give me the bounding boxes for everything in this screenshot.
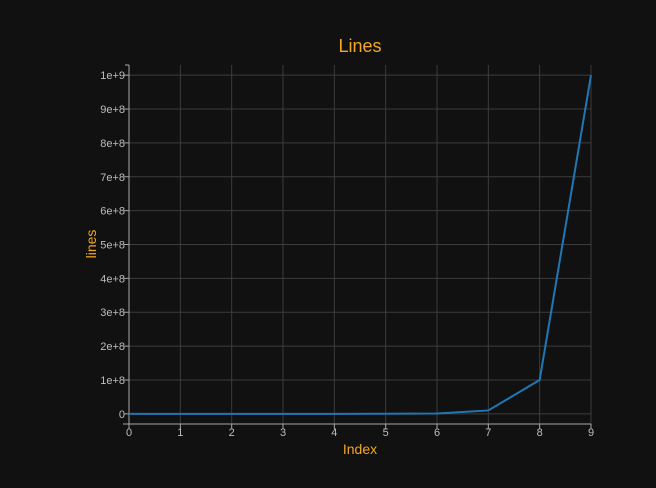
y-tick-label: 9e+8: [100, 104, 125, 116]
x-tick-label: 1: [177, 427, 183, 439]
y-tick-label: 0: [119, 409, 125, 421]
y-tick-label: 3e+8: [100, 307, 125, 319]
x-tick-label: 0: [126, 427, 132, 439]
series-line: [129, 74, 592, 415]
x-axis-label: Index: [343, 441, 377, 457]
x-tick-label: 4: [331, 427, 337, 439]
x-tick-label: 7: [485, 427, 491, 439]
x-tick-label: 5: [383, 427, 389, 439]
chart-title: Lines: [338, 36, 381, 56]
y-tick-label: 7e+8: [100, 172, 125, 184]
grid: [128, 65, 592, 424]
x-axis-ticks: 0 1 2 3 4 5 6 7 8 9: [126, 424, 594, 439]
x-tick-label: 9: [588, 427, 594, 439]
series-group: [129, 74, 592, 415]
y-tick-label: 1e+8: [100, 375, 125, 387]
y-tick-label: 1e+9: [100, 70, 125, 82]
x-tick-label: 2: [229, 427, 235, 439]
x-tick-label: 6: [434, 427, 440, 439]
y-tick-label: 8e+8: [100, 138, 125, 150]
y-axis-label: lines: [83, 230, 99, 259]
y-tick-label: 2e+8: [100, 341, 125, 353]
y-tick-label: 6e+8: [100, 206, 125, 218]
y-axis-ticks: 0 1e+8 2e+8 3e+8 4e+8 5e+8 6e+8 7e+8 8e+8 9e+8 1e+…: [100, 70, 129, 421]
y-tick-label: 4e+8: [100, 273, 125, 285]
x-tick-label: 3: [280, 427, 286, 439]
y-tick-label: 5e+8: [100, 240, 125, 252]
x-tick-label: 8: [537, 427, 543, 439]
